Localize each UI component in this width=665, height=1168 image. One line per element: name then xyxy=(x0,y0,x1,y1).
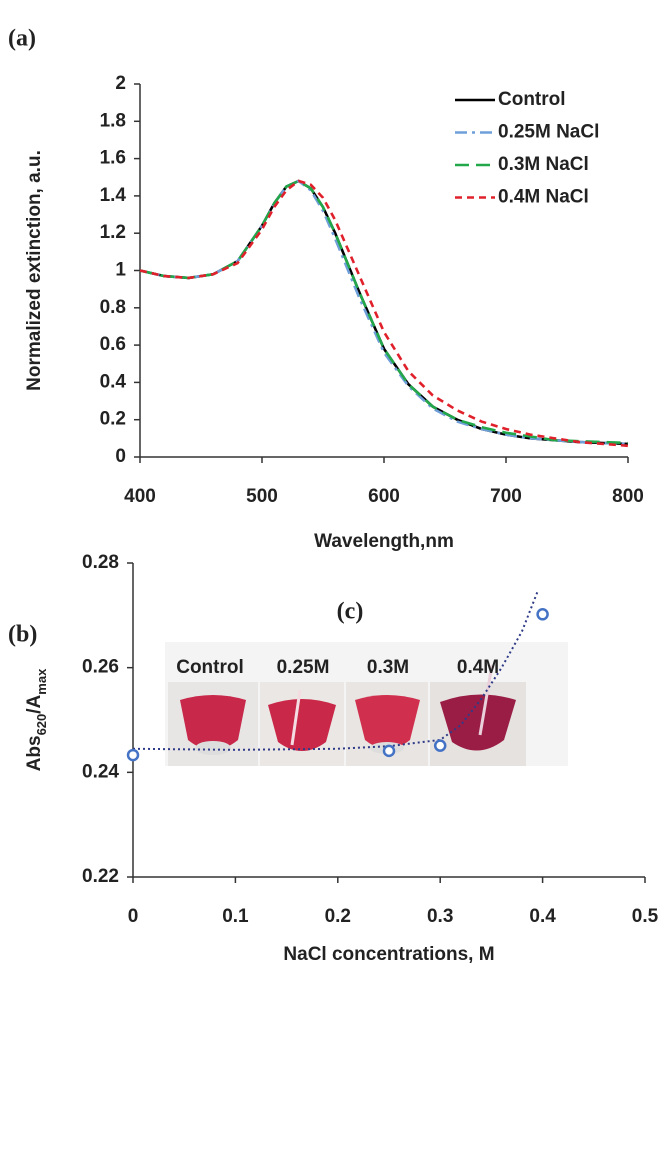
x-tick-label: 600 xyxy=(368,486,400,507)
series-line xyxy=(139,179,629,446)
x-tick-label: 400 xyxy=(124,486,156,507)
x-axis-label: Wavelength,nm xyxy=(314,531,454,552)
tube xyxy=(168,682,258,766)
y-tick-label: 1.8 xyxy=(100,110,126,131)
tube-label: 0.4M xyxy=(457,657,499,678)
tube-label: Control xyxy=(176,657,244,678)
trendline xyxy=(132,591,539,751)
y-label-part: Abs xyxy=(24,735,45,771)
inset-photo xyxy=(165,642,568,766)
x-tick-label: 0.1 xyxy=(222,906,249,927)
y-tick-label: 0.26 xyxy=(82,657,119,678)
tube xyxy=(430,664,526,766)
data-point xyxy=(536,608,549,621)
y-tick-label: 0.22 xyxy=(82,866,119,887)
y-tick-label: 0.28 xyxy=(82,552,119,573)
y-tick-label: 1 xyxy=(115,260,126,281)
panel-label: (b) xyxy=(8,622,37,648)
data-point xyxy=(382,744,396,758)
y-axis-label: Normalized extinction, a.u. xyxy=(24,150,45,391)
x-tick-label: 0 xyxy=(128,906,139,927)
x-tick-label: 500 xyxy=(246,486,278,507)
tube-label: 0.25M xyxy=(277,657,330,678)
y-tick-label: 0 xyxy=(115,446,126,467)
data-point xyxy=(433,739,447,752)
y-tick-label: 0.4 xyxy=(100,371,127,392)
legend-label: 0.4M NaCl xyxy=(498,187,589,208)
x-tick-label: 0.3 xyxy=(427,906,453,927)
series-line xyxy=(139,179,629,448)
x-axis-label: NaCl concentrations, M xyxy=(283,944,494,965)
y-tick-label: 1.6 xyxy=(100,148,126,169)
tube-label: 0.3M xyxy=(367,657,409,678)
legend-label: 0.3M NaCl xyxy=(498,154,589,175)
y-tick-label: 1.4 xyxy=(100,185,127,206)
panel-label: (c) xyxy=(337,599,364,625)
series-line xyxy=(139,179,629,445)
y-label-part: max xyxy=(34,668,49,695)
x-tick-label: 800 xyxy=(612,486,644,507)
y-tick-label: 0.6 xyxy=(100,334,126,355)
panel-label: (a) xyxy=(8,26,36,52)
x-tick-label: 0.2 xyxy=(325,906,351,927)
x-tick-label: 0.5 xyxy=(632,906,659,927)
y-label-part: 620 xyxy=(34,714,49,736)
x-tick-label: 700 xyxy=(490,486,522,507)
y-tick-label: 0.2 xyxy=(100,409,126,430)
y-tick-label: 0.24 xyxy=(82,761,119,782)
y-label-part: /A xyxy=(24,694,45,713)
tube xyxy=(260,682,344,766)
legend-label: Control xyxy=(498,89,566,110)
legend-label: 0.25M NaCl xyxy=(498,122,599,143)
data-point xyxy=(126,748,140,762)
y-axis-label: Abs620/Amax xyxy=(24,668,49,771)
y-tick-label: 0.8 xyxy=(100,297,126,318)
x-tick-label: 0.4 xyxy=(529,906,556,927)
y-tick-label: 1.2 xyxy=(100,222,126,243)
y-tick-label: 2 xyxy=(115,73,126,94)
